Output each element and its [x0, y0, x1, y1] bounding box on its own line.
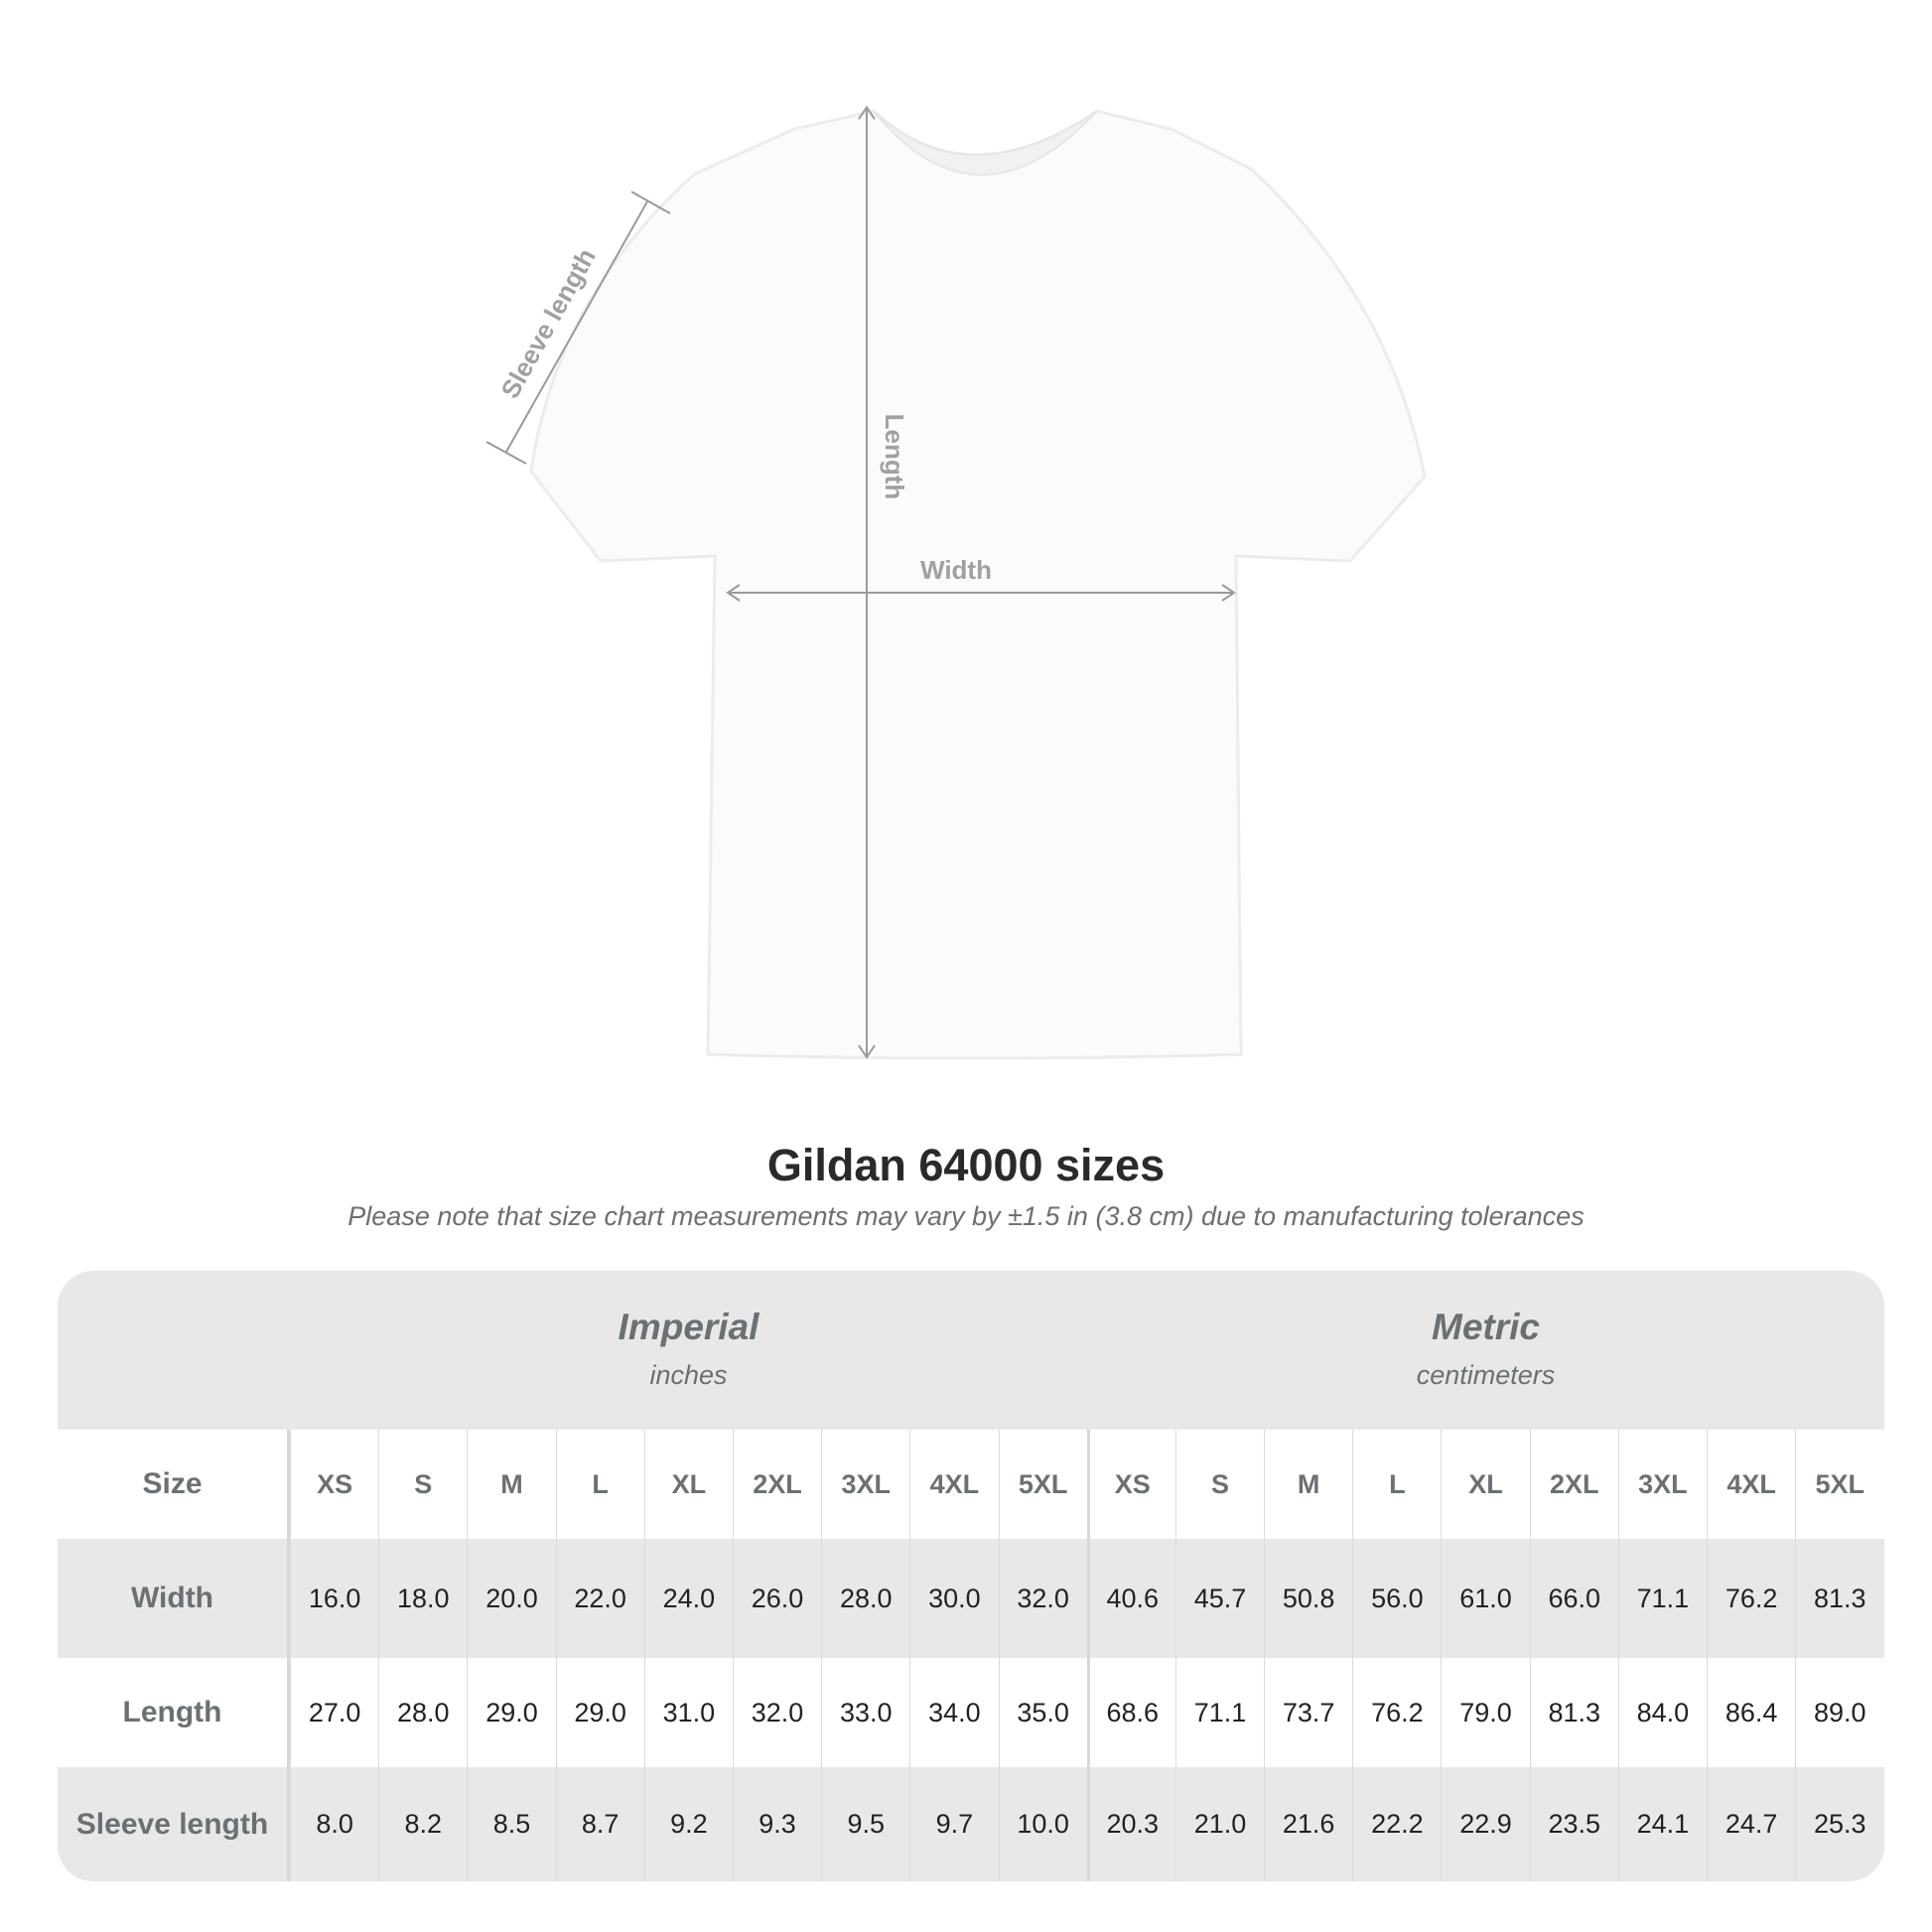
metric-value: 61.0 — [1441, 1539, 1529, 1658]
imperial-value: 16.0 — [290, 1539, 378, 1658]
imperial-value: 30.0 — [909, 1539, 998, 1658]
metric-size-XS: XS — [1086, 1430, 1175, 1539]
imperial-value: 9.7 — [909, 1767, 998, 1881]
metric-value: 79.0 — [1441, 1658, 1529, 1767]
metric-value: 81.3 — [1795, 1539, 1883, 1658]
imperial-title: Imperial — [618, 1307, 759, 1347]
metric-value: 40.6 — [1086, 1539, 1175, 1658]
imperial-value: 20.0 — [467, 1539, 555, 1658]
metric-value: 20.3 — [1086, 1767, 1175, 1881]
imperial-value: 26.0 — [732, 1539, 821, 1658]
metric-value: 73.7 — [1264, 1658, 1352, 1767]
metric-value: 76.2 — [1707, 1539, 1795, 1658]
imperial-value: 8.2 — [378, 1767, 467, 1881]
tshirt-image — [529, 109, 1427, 1060]
metric-value: 21.0 — [1174, 1767, 1264, 1881]
chart-title: Gildan 64000 sizes — [766, 1140, 1166, 1190]
metric-value: 24.7 — [1707, 1767, 1795, 1881]
imperial-value: 33.0 — [821, 1658, 909, 1767]
metric-size-2XL: 2XL — [1529, 1430, 1618, 1539]
imperial-value: 9.2 — [643, 1767, 733, 1881]
imperial-value: 24.0 — [643, 1539, 733, 1658]
imperial-size-2XL: 2XL — [732, 1430, 821, 1539]
imperial-size-S: S — [378, 1430, 467, 1539]
imperial-size-XL: XL — [643, 1430, 733, 1539]
imperial-value: 32.0 — [732, 1658, 821, 1767]
imperial-value: 9.5 — [821, 1767, 909, 1881]
imperial-value: 8.7 — [555, 1767, 644, 1881]
imperial-header: Imperial inches — [290, 1271, 1087, 1430]
imperial-size-L: L — [555, 1430, 644, 1539]
imperial-size-3XL: 3XL — [821, 1430, 909, 1539]
imperial-size-5XL: 5XL — [998, 1430, 1087, 1539]
imperial-value: 28.0 — [821, 1539, 909, 1658]
sleeve-arrow — [505, 201, 648, 453]
metric-value: 50.8 — [1264, 1539, 1352, 1658]
tolerance-note: Please note that size chart measurements… — [347, 1201, 1585, 1231]
imperial-value: 8.5 — [467, 1767, 555, 1881]
imperial-unit: inches — [649, 1360, 728, 1390]
imperial-size-XS: XS — [290, 1430, 378, 1539]
metric-value: 23.5 — [1529, 1767, 1618, 1881]
imperial-value: 22.0 — [555, 1539, 644, 1658]
measurement-arrows — [485, 105, 1236, 1059]
row-label: Sleeve length — [58, 1767, 290, 1881]
row-label: Width — [58, 1539, 290, 1658]
metric-value: 25.3 — [1795, 1767, 1883, 1881]
metric-size-XL: XL — [1441, 1430, 1529, 1539]
metric-value: 68.6 — [1086, 1658, 1175, 1767]
imperial-value: 35.0 — [998, 1658, 1087, 1767]
metric-value: 71.1 — [1174, 1658, 1264, 1767]
imperial-size-4XL: 4XL — [909, 1430, 998, 1539]
metric-size-M: M — [1264, 1430, 1352, 1539]
row-label: Length — [58, 1658, 290, 1767]
imperial-value: 9.3 — [732, 1767, 821, 1881]
width-label: Width — [920, 555, 992, 585]
table-row: Length 27.0 28.0 29.0 29.0 31.0 32.0 33.0 34.0 35… — [58, 1658, 1884, 1767]
imperial-value: 10.0 — [998, 1767, 1087, 1881]
metric-value: 45.7 — [1174, 1539, 1264, 1658]
metric-value: 24.1 — [1617, 1767, 1707, 1881]
metric-value: 71.1 — [1617, 1539, 1707, 1658]
metric-size-5XL: 5XL — [1795, 1430, 1883, 1539]
table-row: Sleeve length 8.0 8.2 8.5 8.7 9.2 9.3 9.5 9.7 10.… — [58, 1767, 1884, 1881]
metric-title: Metric — [1432, 1307, 1540, 1347]
metric-value: 86.4 — [1707, 1658, 1795, 1767]
imperial-value: 28.0 — [378, 1658, 467, 1767]
metric-size-S: S — [1174, 1430, 1264, 1539]
metric-value: 66.0 — [1529, 1539, 1618, 1658]
imperial-value: 32.0 — [998, 1539, 1087, 1658]
imperial-value: 29.0 — [467, 1658, 555, 1767]
collar — [873, 110, 1098, 176]
size-label: Size — [58, 1430, 290, 1539]
metric-value: 81.3 — [1529, 1658, 1618, 1767]
imperial-value: 27.0 — [290, 1658, 378, 1767]
length-label: Length — [880, 414, 909, 500]
tshirt-diagram: Sleeve length Length Width — [485, 105, 1427, 1060]
metric-value: 89.0 — [1795, 1658, 1883, 1767]
metric-header: Metric centimeters — [1087, 1271, 1884, 1430]
imperial-size-M: M — [467, 1430, 555, 1539]
metric-value: 22.2 — [1352, 1767, 1441, 1881]
imperial-value: 18.0 — [378, 1539, 467, 1658]
metric-size-3XL: 3XL — [1617, 1430, 1707, 1539]
metric-value: 22.9 — [1441, 1767, 1529, 1881]
metric-size-L: L — [1352, 1430, 1441, 1539]
size-table: Imperial inches Metric centimeters Size X… — [58, 1271, 1884, 1881]
metric-size-4XL: 4XL — [1707, 1430, 1795, 1539]
imperial-value: 31.0 — [643, 1658, 733, 1767]
metric-value: 84.0 — [1617, 1658, 1707, 1767]
imperial-value: 29.0 — [555, 1658, 644, 1767]
metric-value: 21.6 — [1264, 1767, 1352, 1881]
metric-value: 56.0 — [1352, 1539, 1441, 1658]
imperial-value: 8.0 — [290, 1767, 378, 1881]
metric-unit: centimeters — [1416, 1360, 1556, 1390]
size-header-row: Size XS S M L XL 2XL 3XL 4XL 5XL XS S M L XL 2XL 3XL 4XL 5… — [58, 1430, 1884, 1539]
imperial-value: 34.0 — [909, 1658, 998, 1767]
metric-value: 76.2 — [1352, 1658, 1441, 1767]
table-row: Width 16.0 18.0 20.0 22.0 24.0 26.0 28.0 30.0 32.… — [58, 1539, 1884, 1658]
